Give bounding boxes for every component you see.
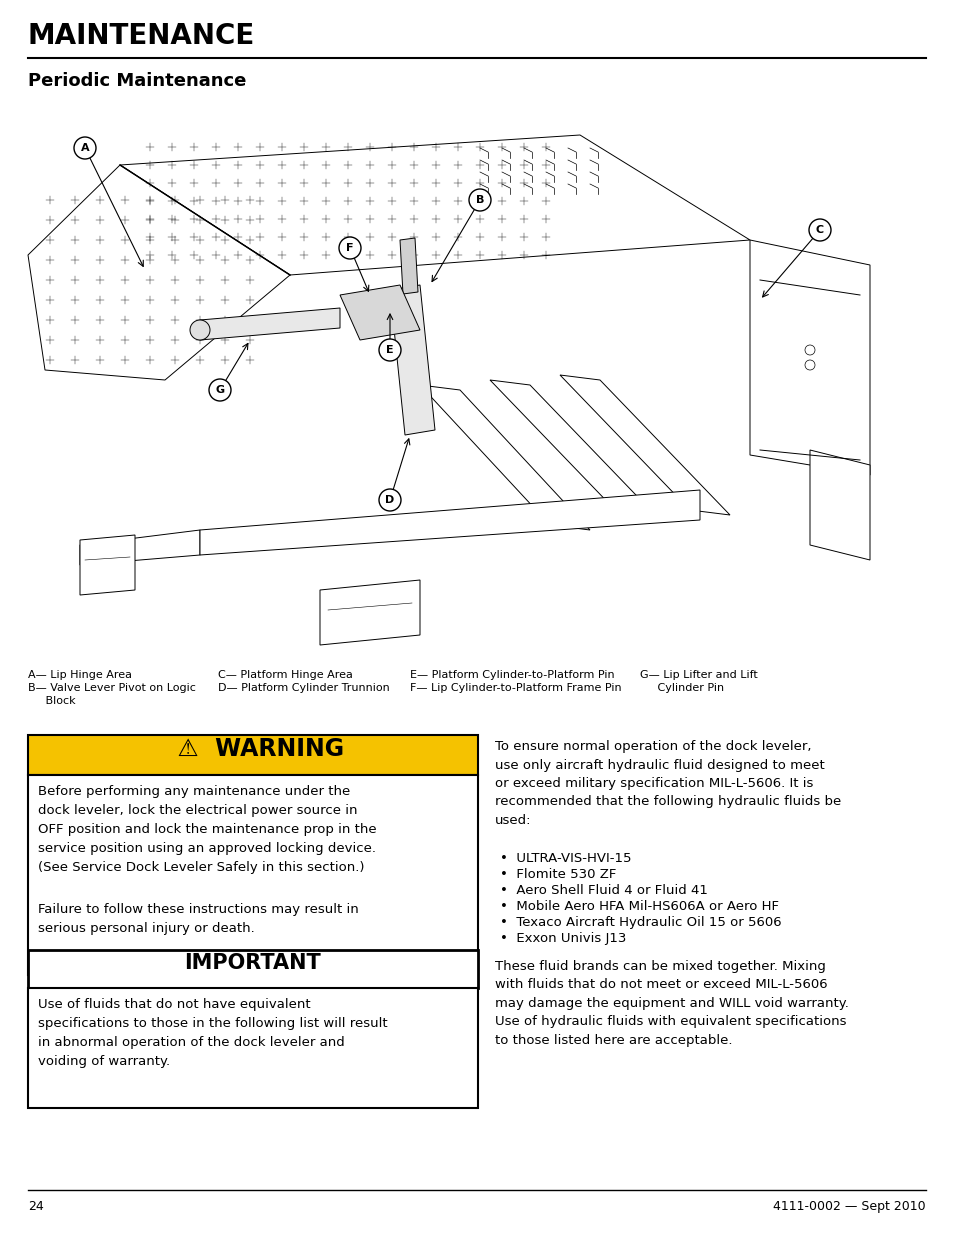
Text: Periodic Maintenance: Periodic Maintenance [28,72,246,90]
Circle shape [338,237,360,259]
Text: These fluid brands can be mixed together. Mixing
with fluids that do not meet or: These fluid brands can be mixed together… [495,960,848,1047]
Polygon shape [120,135,749,275]
Text: •  ULTRA-VIS-HVI-15: • ULTRA-VIS-HVI-15 [499,852,631,864]
Circle shape [378,489,400,511]
Circle shape [378,338,400,361]
Polygon shape [200,308,339,340]
Text: To ensure normal operation of the dock leveler,
use only aircraft hydraulic flui: To ensure normal operation of the dock l… [495,740,841,827]
Polygon shape [809,450,869,559]
Text: F— Lip Cylinder-to-Platform Frame Pin: F— Lip Cylinder-to-Platform Frame Pin [410,683,621,693]
Text: Block: Block [28,697,75,706]
Polygon shape [80,530,200,564]
Text: •  Mobile Aero HFA Mil-HS606A or Aero HF: • Mobile Aero HFA Mil-HS606A or Aero HF [499,900,779,913]
Text: 24: 24 [28,1200,44,1213]
Polygon shape [490,380,659,520]
Circle shape [804,345,814,354]
Polygon shape [339,285,419,340]
Text: B— Valve Lever Pivot on Logic: B— Valve Lever Pivot on Logic [28,683,195,693]
Text: B: B [476,195,484,205]
Text: D: D [385,495,395,505]
Circle shape [469,189,491,211]
Text: E— Platform Cylinder-to-Platform Pin: E— Platform Cylinder-to-Platform Pin [410,671,614,680]
Circle shape [209,379,231,401]
Text: G: G [215,385,224,395]
Text: ⚠  WARNING: ⚠ WARNING [161,737,344,761]
Text: G— Lip Lifter and Lift: G— Lip Lifter and Lift [639,671,757,680]
Text: E: E [386,345,394,354]
Text: D— Platform Cylinder Trunnion: D— Platform Cylinder Trunnion [218,683,390,693]
Polygon shape [28,165,290,380]
Polygon shape [749,240,869,475]
Polygon shape [80,535,135,595]
Bar [28,950,477,988]
Polygon shape [559,375,729,515]
Circle shape [74,137,96,159]
Text: •  Aero Shell Fluid 4 or Fluid 41: • Aero Shell Fluid 4 or Fluid 41 [499,884,707,897]
Text: F: F [346,243,354,253]
Text: Cylinder Pin: Cylinder Pin [639,683,723,693]
Text: MAINTENANCE: MAINTENANCE [28,22,255,49]
Text: C: C [815,225,823,235]
Text: IMPORTANT: IMPORTANT [185,953,321,973]
Text: Failure to follow these instructions may result in
serious personal injury or de: Failure to follow these instructions may… [38,903,358,935]
Text: A— Lip Hinge Area: A— Lip Hinge Area [28,671,132,680]
Polygon shape [399,238,417,294]
Text: •  Flomite 530 ZF: • Flomite 530 ZF [499,868,616,881]
Text: A: A [81,143,90,153]
Circle shape [190,320,210,340]
Text: •  Texaco Aircraft Hydraulic Oil 15 or 5606: • Texaco Aircraft Hydraulic Oil 15 or 56… [499,916,781,929]
Polygon shape [319,580,419,645]
Text: Use of fluids that do not have equivalent
specifications to those in the followi: Use of fluids that do not have equivalen… [38,998,387,1068]
Bar [28,735,477,776]
Text: Before performing any maintenance under the
dock leveler, lock the electrical po: Before performing any maintenance under … [38,785,376,874]
Circle shape [808,219,830,241]
Bar [28,988,477,1108]
Polygon shape [200,490,700,555]
Bar [28,776,477,974]
Polygon shape [390,285,435,435]
Text: •  Exxon Univis J13: • Exxon Univis J13 [499,932,626,945]
Text: 4111-0002 — Sept 2010: 4111-0002 — Sept 2010 [773,1200,925,1213]
Circle shape [804,359,814,370]
Text: C— Platform Hinge Area: C— Platform Hinge Area [218,671,353,680]
Polygon shape [419,385,589,530]
